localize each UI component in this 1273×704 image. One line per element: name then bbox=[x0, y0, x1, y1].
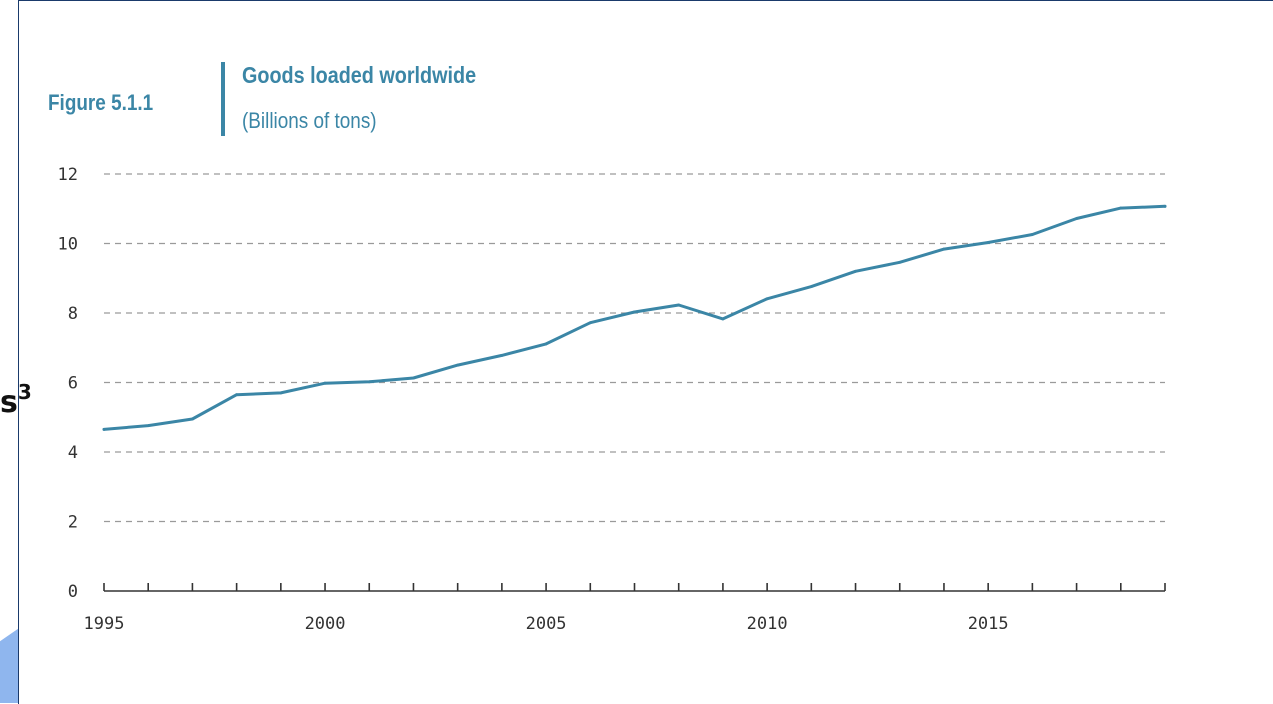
data-point-2017 bbox=[1075, 217, 1078, 220]
y-tick-label-2: 2 bbox=[68, 513, 78, 533]
data-point-2009 bbox=[721, 317, 725, 321]
data-point-1999 bbox=[279, 391, 283, 395]
y-tick-label-12: 12 bbox=[58, 165, 78, 185]
figure-label: Figure 5.1.1 bbox=[48, 90, 154, 115]
x-tick-label-2015: 2015 bbox=[968, 614, 1009, 634]
data-point-2010 bbox=[765, 297, 769, 301]
side-mark-superscript: 3 bbox=[17, 380, 32, 404]
data-point-2019 bbox=[1163, 204, 1167, 208]
data-point-2018 bbox=[1119, 206, 1123, 210]
data-point-2016 bbox=[1030, 233, 1034, 236]
chart-title: Goods loaded worldwide bbox=[242, 62, 477, 88]
label-layer: 0 2 4 6 8 10 12 1995 2000 2005 2010 2015 bbox=[58, 165, 1009, 634]
chart-subtitle: (Billions of tons) bbox=[242, 108, 377, 133]
data-point-1996 bbox=[146, 424, 150, 427]
data-point-2003 bbox=[456, 363, 460, 367]
data-point-1998 bbox=[235, 393, 239, 397]
series-layer bbox=[102, 204, 1167, 431]
y-tick-label-4: 4 bbox=[68, 443, 78, 463]
data-point-2002 bbox=[412, 376, 415, 380]
grid-layer bbox=[104, 173, 1165, 523]
series-line-0 bbox=[102, 204, 1167, 431]
data-point-2000 bbox=[323, 381, 327, 385]
data-point-2008 bbox=[677, 303, 681, 307]
data-point-2006 bbox=[588, 321, 592, 325]
axis-layer bbox=[103, 583, 1166, 592]
title-divider-bar bbox=[221, 62, 225, 136]
data-point-2015 bbox=[986, 241, 990, 244]
x-tick-label-2010: 2010 bbox=[747, 614, 788, 634]
side-mark-text: s bbox=[0, 385, 18, 420]
data-point-2012 bbox=[854, 269, 857, 273]
data-point-2004 bbox=[500, 353, 504, 357]
data-point-2014 bbox=[942, 247, 946, 251]
slide-panel bbox=[18, 0, 1273, 704]
data-point-2005 bbox=[544, 342, 548, 346]
data-point-2013 bbox=[898, 260, 902, 264]
y-tick-label-0: 0 bbox=[68, 582, 78, 602]
data-point-1995 bbox=[102, 428, 106, 431]
side-mark: s3 bbox=[0, 382, 32, 420]
data-point-1997 bbox=[191, 417, 194, 421]
y-tick-label-6: 6 bbox=[68, 374, 78, 394]
y-tick-label-10: 10 bbox=[58, 235, 78, 255]
data-point-2011 bbox=[809, 285, 813, 288]
y-tick-label-8: 8 bbox=[68, 304, 78, 324]
data-point-2001 bbox=[367, 380, 371, 384]
x-tick-label-1995: 1995 bbox=[84, 614, 125, 634]
x-tick-label-2000: 2000 bbox=[305, 614, 346, 634]
x-tick-label-2005: 2005 bbox=[526, 614, 567, 634]
data-point-2007 bbox=[633, 310, 636, 314]
